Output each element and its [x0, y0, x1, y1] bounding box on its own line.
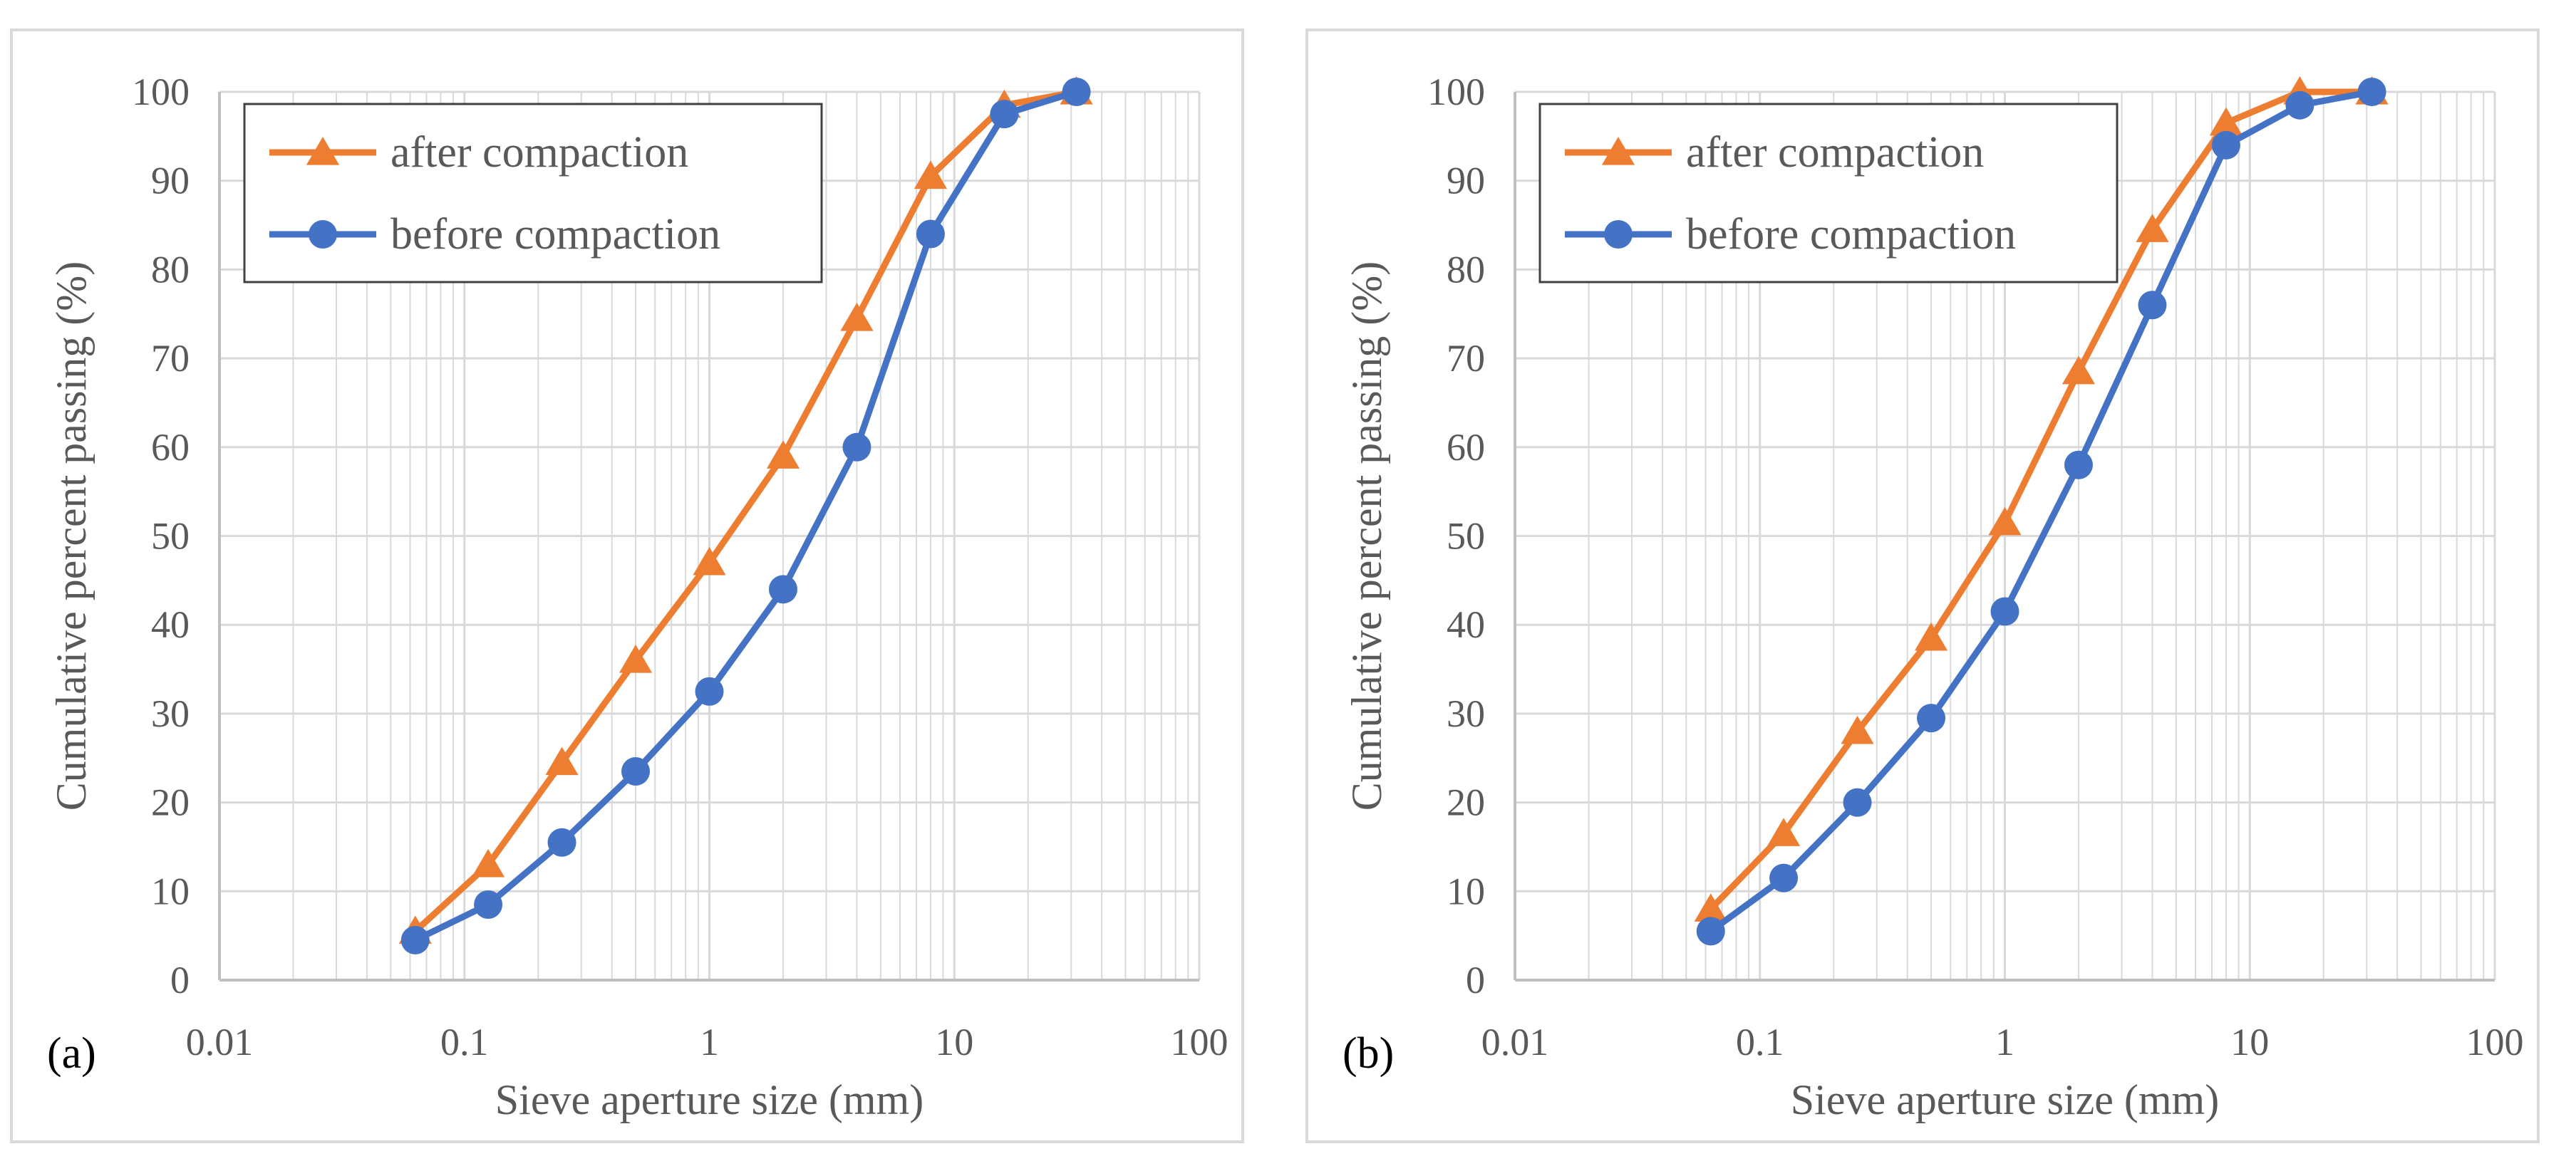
legend-label: after compaction	[1686, 128, 1984, 177]
data-point-after	[2136, 214, 2169, 242]
data-point-after	[693, 546, 726, 576]
legend-triangle-icon	[306, 137, 340, 165]
chart-panel-b: 0 10 20 30 40 50 60 70 80 90 100 0.01 0.1 1 10 100 Sieve…	[1305, 28, 2540, 1143]
chart-b: 0 10 20 30 40 50 60 70 80 90 100 0.01 0.1 1 10 100 Sieve…	[1343, 71, 2524, 1123]
y-tick-label: 30	[1447, 692, 1485, 735]
data-point-before	[400, 925, 430, 954]
y-tick-label: 60	[1447, 426, 1485, 469]
data-point-after	[2062, 355, 2096, 385]
data-point-before	[621, 756, 651, 786]
data-point-before	[2211, 130, 2240, 160]
x-tick-label: 0.1	[440, 1021, 489, 1063]
x-axis-title: Sieve aperture size (mm)	[495, 1076, 924, 1123]
y-tick-label: 80	[1447, 248, 1485, 291]
y-tick-label: 0	[1466, 959, 1485, 1001]
y-tick-label: 40	[151, 603, 190, 646]
data-point-before	[2357, 78, 2386, 106]
data-point-after	[1767, 818, 1801, 846]
y-tick-label: 70	[151, 337, 190, 380]
x-tick-label: 0.01	[186, 1021, 254, 1063]
data-point-before	[1769, 863, 1799, 892]
panel-label: (b)	[1343, 1029, 1394, 1078]
data-point-before	[768, 575, 797, 604]
x-tick-label: 0.1	[1736, 1021, 1784, 1063]
y-tick-label: 10	[151, 870, 190, 912]
y-axis-title: Cumulative percent passing (%)	[1343, 261, 1390, 811]
y-tick-label: 50	[1447, 515, 1485, 558]
chart-a: 0 10 20 30 40 50 60 70 80 90 100 0.01 0.1 1 10 100 Sieve…	[47, 71, 1228, 1123]
x-tick-label: 1	[700, 1021, 719, 1063]
x-tick-label: 0.01	[1481, 1021, 1549, 1063]
legend-label: before compaction	[1686, 210, 2016, 259]
data-point-before	[990, 100, 1019, 129]
data-point-before	[842, 432, 871, 462]
data-point-after	[545, 746, 579, 776]
data-point-after	[1694, 893, 1727, 922]
legend-label: before compaction	[390, 210, 720, 259]
data-point-before	[1990, 597, 2019, 626]
legend: after compaction before compaction	[1538, 103, 2119, 283]
legend-label: after compaction	[390, 128, 688, 177]
x-tick-label: 100	[1171, 1021, 1228, 1063]
panel-label: (a)	[47, 1029, 96, 1078]
y-axis-title: Cumulative percent passing (%)	[48, 261, 95, 811]
data-point-after	[766, 440, 800, 469]
data-point-after	[471, 848, 505, 878]
legend-circle-icon	[1604, 220, 1633, 249]
series-line-before	[1709, 88, 2373, 935]
data-point-after	[1988, 506, 2022, 536]
data-point-before	[916, 219, 945, 249]
y-tick-label: 90	[1447, 160, 1485, 202]
x-tick-label: 10	[935, 1021, 973, 1063]
data-point-before	[1696, 917, 1725, 946]
y-tick-label: 0	[170, 959, 190, 1001]
data-point-after	[914, 160, 948, 189]
legend-box	[243, 103, 823, 283]
x-tick-label: 10	[2230, 1021, 2269, 1063]
y-tick-label: 60	[151, 426, 190, 469]
legend-circle-icon	[309, 220, 337, 249]
y-tick-label: 90	[151, 160, 190, 202]
data-point-after	[840, 302, 874, 331]
series-line-before	[413, 88, 1077, 943]
data-point-before	[1843, 788, 1872, 817]
x-tick-label: 100	[2466, 1021, 2524, 1063]
legend-box	[1538, 103, 2119, 283]
y-tick-label: 70	[1447, 337, 1485, 380]
data-point-before	[547, 828, 576, 857]
data-point-before	[1062, 78, 1091, 106]
y-tick-label: 100	[1427, 71, 1485, 113]
y-tick-label: 20	[151, 781, 190, 824]
data-point-before	[2064, 450, 2093, 479]
data-point-before	[695, 677, 724, 706]
series-line-after	[1708, 88, 2372, 912]
y-tick-label: 100	[132, 71, 190, 113]
x-axis-title: Sieve aperture size (mm)	[1791, 1076, 2219, 1123]
series-line-after	[413, 88, 1077, 934]
chart-panel-a: 0 10 20 30 40 50 60 70 80 90 100 0.01 0.1 1 10 100 Sieve…	[10, 28, 1244, 1143]
data-point-before	[2285, 90, 2314, 120]
data-point-after	[1841, 715, 1874, 744]
data-point-before	[474, 890, 503, 920]
legend-triangle-icon	[1601, 137, 1635, 165]
y-tick-label: 10	[1447, 870, 1485, 912]
y-tick-label: 50	[151, 515, 190, 558]
y-tick-label: 40	[1447, 603, 1485, 646]
data-point-after	[1914, 622, 1948, 651]
data-point-before	[2138, 291, 2167, 320]
data-point-before	[1917, 704, 1946, 733]
y-tick-label: 80	[151, 248, 190, 291]
data-point-after	[619, 645, 653, 673]
y-tick-label: 20	[1447, 781, 1485, 824]
legend: after compaction before compaction	[243, 103, 823, 283]
data-point-after	[2209, 107, 2243, 136]
y-tick-label: 30	[151, 692, 190, 735]
x-tick-label: 1	[1995, 1021, 2014, 1063]
